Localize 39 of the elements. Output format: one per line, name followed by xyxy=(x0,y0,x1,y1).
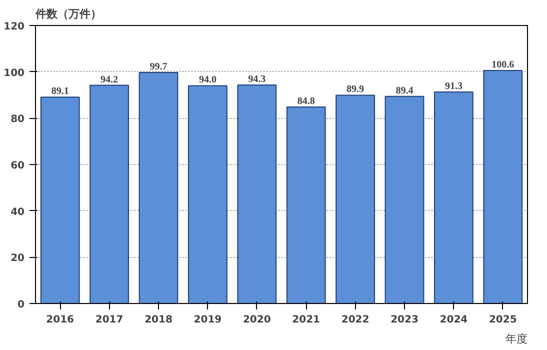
bar xyxy=(40,96,80,304)
x-tick-label: 2018 xyxy=(144,314,172,326)
y-tick-label: 40 xyxy=(10,206,25,218)
x-tick-label: 2019 xyxy=(194,314,222,326)
data-label: 94.3 xyxy=(248,74,266,86)
bar xyxy=(434,91,474,304)
x-tick-label: 2025 xyxy=(488,314,517,326)
x-tick-label: 2024 xyxy=(440,314,468,326)
y-tick-label: 0 xyxy=(18,300,25,310)
data-label: 89.4 xyxy=(396,85,414,96)
x-tick-label: 2016 xyxy=(46,314,74,326)
x-tick-label: 2020 xyxy=(242,314,271,326)
bar xyxy=(237,84,277,304)
y-tick-label: 120 xyxy=(4,22,25,32)
bar xyxy=(286,106,326,304)
data-label: 84.8 xyxy=(297,96,315,108)
y-tick-label: 100 xyxy=(4,68,25,79)
data-label: 99.7 xyxy=(150,62,168,73)
y-axis-title: 件数（万件） xyxy=(34,8,102,20)
x-tick-label: 2023 xyxy=(390,314,418,326)
bar xyxy=(188,85,228,304)
data-label: 94.2 xyxy=(100,74,118,86)
x-tick-label: 2021 xyxy=(292,314,320,326)
data-label: 89.1 xyxy=(51,86,69,98)
data-label: 91.3 xyxy=(444,80,462,92)
data-label: 89.9 xyxy=(346,84,364,96)
y-tick-label: 80 xyxy=(10,114,25,126)
y-tick-label: 20 xyxy=(10,253,25,264)
bar xyxy=(336,94,375,304)
x-tick-label: 2017 xyxy=(95,314,124,326)
x-axis-title: 年度 xyxy=(506,332,528,346)
data-label: 100.6 xyxy=(492,59,514,70)
x-tick-label: 2022 xyxy=(341,314,370,326)
bar xyxy=(384,96,424,304)
bar xyxy=(138,72,178,304)
data-label: 94.0 xyxy=(198,74,216,86)
bar xyxy=(90,84,129,304)
bar xyxy=(483,70,523,304)
y-tick-label: 60 xyxy=(10,160,25,172)
